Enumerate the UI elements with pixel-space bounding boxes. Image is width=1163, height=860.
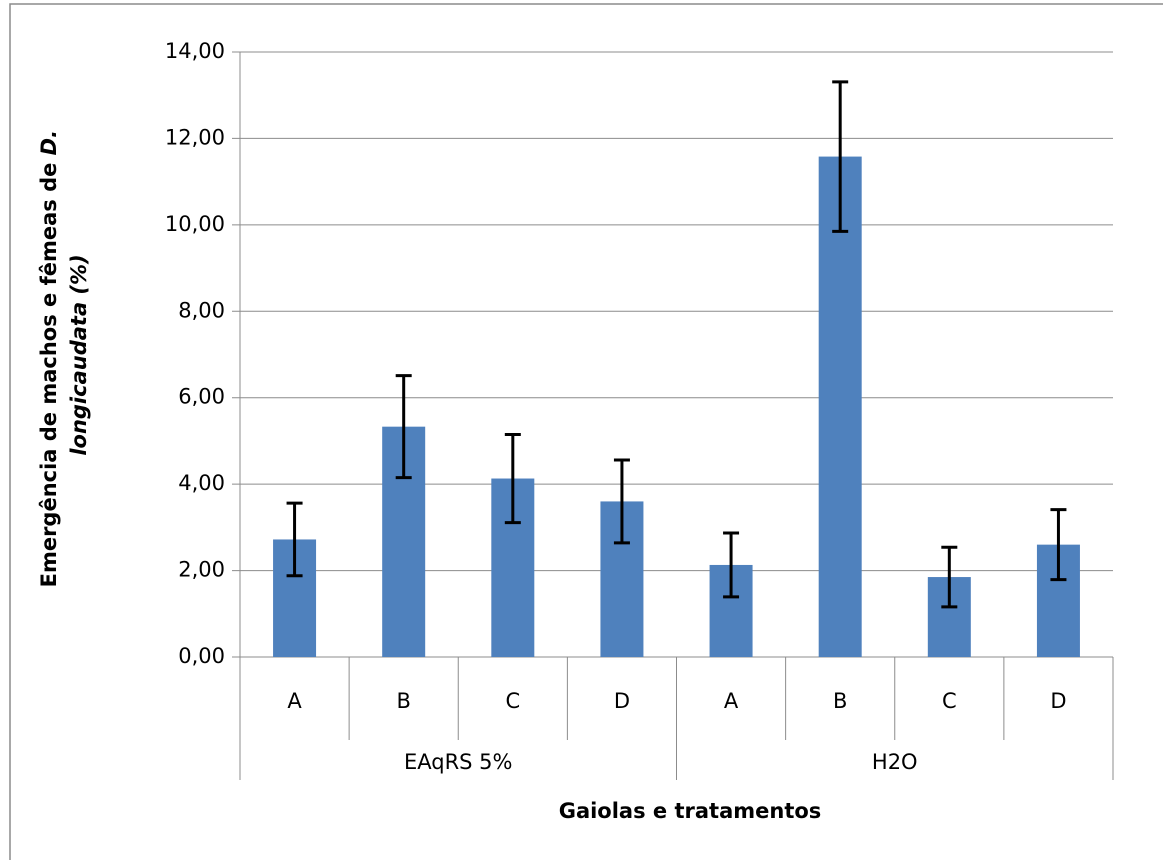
error-bar [504,432,521,525]
y-tick-label: 6,00 [178,385,225,409]
error-bar [941,545,958,609]
x-tick-label: D [614,689,630,713]
error-bar [832,80,849,233]
bar [818,156,862,658]
error-bar [395,374,412,480]
y-tick-label: 4,00 [178,471,225,495]
y-tick-label: 2,00 [178,558,225,582]
x-tick-label: C [505,689,520,713]
group-label: EAqRS 5% [404,750,513,774]
y-title-part: D. [37,130,61,155]
x-tick-label: B [396,689,410,713]
y-tick-label: 10,00 [165,212,225,236]
y-tick-label: 8,00 [178,298,225,322]
y-axis-title: Emergência de machos e fêmeas de D. long… [37,123,91,588]
x-tick-label: C [942,689,957,713]
x-tick-label: A [287,689,302,713]
x-tick-label: A [724,689,739,713]
error-bar [1050,508,1067,582]
x-tick-label: B [833,689,847,713]
y-tick-label: 14,00 [165,39,225,63]
error-bar [613,458,630,545]
error-bar [286,501,303,578]
y-tick-label: 0,00 [178,644,225,668]
y-tick-label: 12,00 [165,125,225,149]
chart-border [9,3,1163,860]
x-tick-label: D [1050,689,1066,713]
y-title-part: Emergência de machos e fêmeas de [37,155,61,587]
error-bar [723,531,740,599]
y-title-part: longicaudata (%) [67,254,91,455]
group-label: H2O [872,750,918,774]
x-axis-title: Gaiolas e tratamentos [559,799,822,823]
